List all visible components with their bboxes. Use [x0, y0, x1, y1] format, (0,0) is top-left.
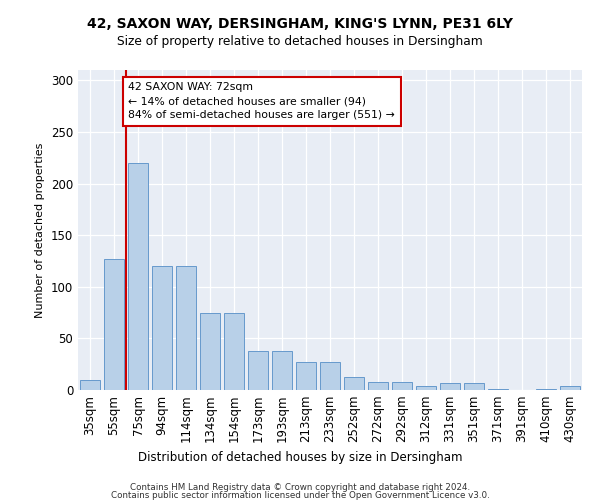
- Bar: [368, 382, 388, 390]
- Bar: [200, 312, 220, 390]
- Text: 42 SAXON WAY: 72sqm
← 14% of detached houses are smaller (94)
84% of semi-detach: 42 SAXON WAY: 72sqm ← 14% of detached ho…: [128, 82, 395, 120]
- Bar: [128, 163, 148, 390]
- Text: 42, SAXON WAY, DERSINGHAM, KING'S LYNN, PE31 6LY: 42, SAXON WAY, DERSINGHAM, KING'S LYNN, …: [87, 18, 513, 32]
- Bar: [536, 389, 556, 390]
- Text: Contains HM Land Registry data © Crown copyright and database right 2024.: Contains HM Land Registry data © Crown c…: [130, 482, 470, 492]
- Bar: [344, 376, 364, 390]
- Bar: [416, 386, 436, 390]
- Bar: [296, 362, 316, 390]
- Bar: [440, 383, 460, 390]
- Bar: [272, 351, 292, 390]
- Bar: [320, 362, 340, 390]
- Bar: [80, 380, 100, 390]
- Y-axis label: Number of detached properties: Number of detached properties: [35, 142, 46, 318]
- Bar: [392, 382, 412, 390]
- Text: Distribution of detached houses by size in Dersingham: Distribution of detached houses by size …: [138, 451, 462, 464]
- Bar: [464, 383, 484, 390]
- Bar: [104, 259, 124, 390]
- Text: Contains public sector information licensed under the Open Government Licence v3: Contains public sector information licen…: [110, 492, 490, 500]
- Bar: [560, 386, 580, 390]
- Bar: [152, 266, 172, 390]
- Bar: [176, 266, 196, 390]
- Bar: [488, 389, 508, 390]
- Bar: [248, 351, 268, 390]
- Text: Size of property relative to detached houses in Dersingham: Size of property relative to detached ho…: [117, 35, 483, 48]
- Bar: [224, 312, 244, 390]
